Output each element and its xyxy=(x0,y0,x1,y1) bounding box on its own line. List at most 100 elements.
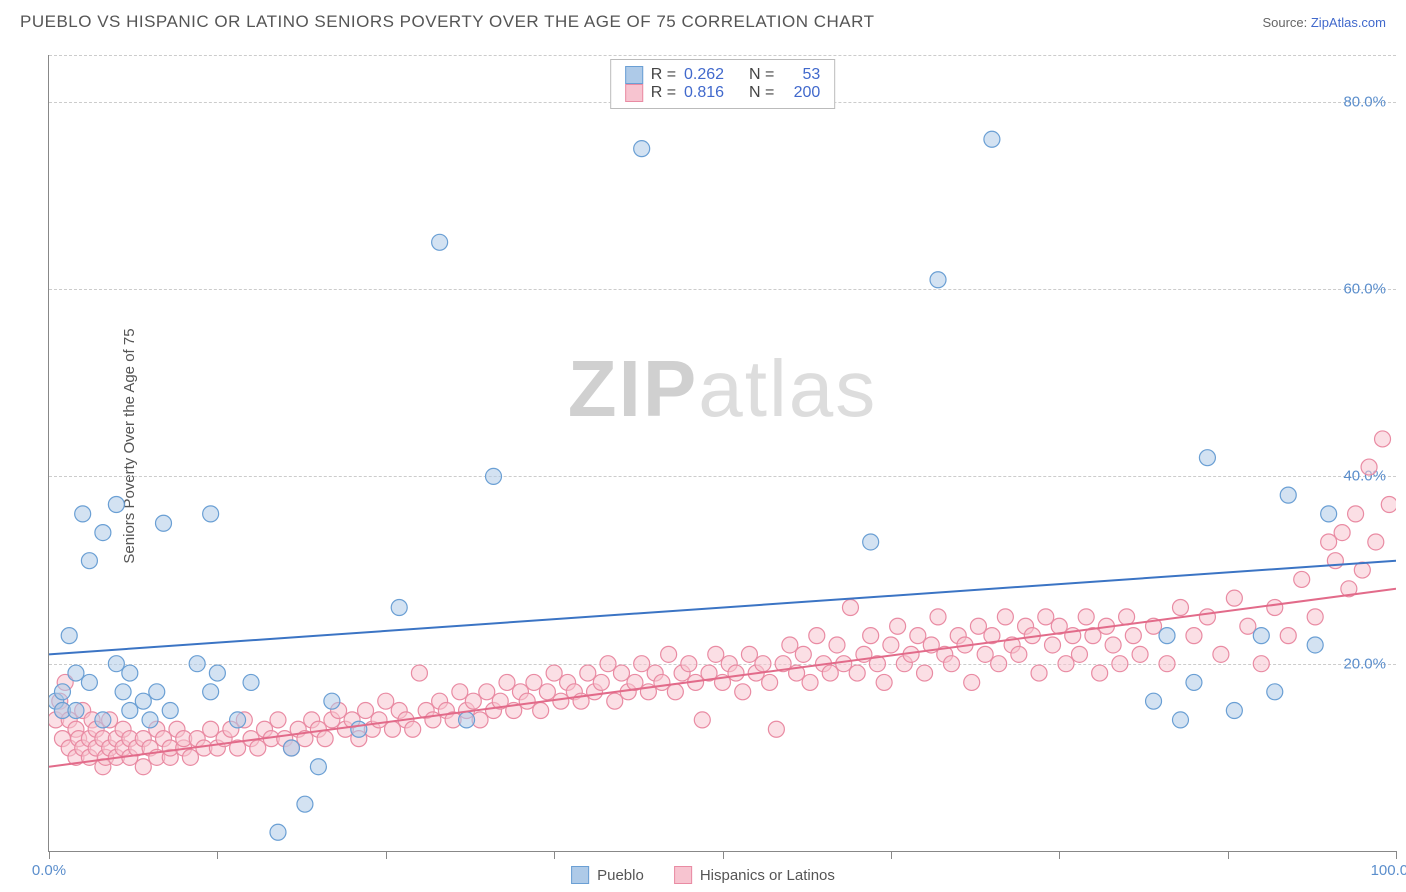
data-point xyxy=(283,740,299,756)
data-point xyxy=(600,656,616,672)
data-point xyxy=(768,721,784,737)
data-point xyxy=(95,712,111,728)
data-point xyxy=(391,600,407,616)
data-point xyxy=(54,684,70,700)
data-point xyxy=(317,731,333,747)
legend-row-pueblo: R = 0.262 N = 53 xyxy=(625,66,821,84)
source-link[interactable]: ZipAtlas.com xyxy=(1311,15,1386,30)
scatter-svg xyxy=(49,55,1396,851)
data-point xyxy=(1038,609,1054,625)
data-point xyxy=(883,637,899,653)
data-point xyxy=(270,712,286,728)
legend-item-pueblo: Pueblo xyxy=(571,866,644,884)
series-legend: Pueblo Hispanics or Latinos xyxy=(571,866,835,884)
data-point xyxy=(1146,693,1162,709)
data-point xyxy=(250,740,266,756)
data-point xyxy=(81,553,97,569)
data-point xyxy=(1125,628,1141,644)
legend-row-hispanic: R = 0.816 N = 200 xyxy=(625,84,821,102)
data-point xyxy=(762,674,778,690)
data-point xyxy=(378,693,394,709)
xtick xyxy=(217,851,218,859)
data-point xyxy=(1112,656,1128,672)
data-point xyxy=(1361,459,1377,475)
data-point xyxy=(405,721,421,737)
data-point xyxy=(849,665,865,681)
data-point xyxy=(1071,646,1087,662)
data-point xyxy=(1354,562,1370,578)
xtick xyxy=(891,851,892,859)
data-point xyxy=(371,712,387,728)
data-point xyxy=(1092,665,1108,681)
data-point xyxy=(122,703,138,719)
data-point xyxy=(1199,609,1215,625)
data-point xyxy=(836,656,852,672)
data-point xyxy=(108,497,124,513)
data-point xyxy=(519,693,535,709)
source-attribution: Source: ZipAtlas.com xyxy=(1262,15,1386,30)
data-point xyxy=(1240,618,1256,634)
data-point xyxy=(1381,497,1396,513)
data-point xyxy=(755,656,771,672)
data-point xyxy=(1186,628,1202,644)
xtick xyxy=(1396,851,1397,859)
data-point xyxy=(1321,534,1337,550)
data-point xyxy=(1172,712,1188,728)
swatch-hispanic-bottom xyxy=(674,866,692,884)
data-point xyxy=(728,665,744,681)
xtick-label: 0.0% xyxy=(32,862,66,879)
data-point xyxy=(782,637,798,653)
data-point xyxy=(459,712,475,728)
data-point xyxy=(486,468,502,484)
data-point xyxy=(1159,656,1175,672)
xtick-label: 100.0% xyxy=(1371,862,1406,879)
data-point xyxy=(203,721,219,737)
data-point xyxy=(135,759,151,775)
xtick xyxy=(554,851,555,859)
data-point xyxy=(708,646,724,662)
data-point xyxy=(1011,646,1027,662)
data-point xyxy=(1321,506,1337,522)
data-point xyxy=(964,674,980,690)
chart-plot-area: ZIPatlas R = 0.262 N = 53 R = 0.816 N = … xyxy=(48,55,1396,852)
correlation-legend: R = 0.262 N = 53 R = 0.816 N = 200 xyxy=(610,59,836,109)
data-point xyxy=(1132,646,1148,662)
data-point xyxy=(411,665,427,681)
data-point xyxy=(465,693,481,709)
data-point xyxy=(593,674,609,690)
data-point xyxy=(1186,674,1202,690)
data-point xyxy=(203,506,219,522)
data-point xyxy=(654,674,670,690)
data-point xyxy=(1199,450,1215,466)
data-point xyxy=(842,600,858,616)
swatch-hispanic xyxy=(625,84,643,102)
data-point xyxy=(61,628,77,644)
data-point xyxy=(910,628,926,644)
data-point xyxy=(991,656,1007,672)
data-point xyxy=(829,637,845,653)
data-point xyxy=(142,712,158,728)
data-point xyxy=(1267,600,1283,616)
data-point xyxy=(1078,609,1094,625)
xtick xyxy=(1059,851,1060,859)
data-point xyxy=(1172,600,1188,616)
data-point xyxy=(553,693,569,709)
data-point xyxy=(809,628,825,644)
legend-item-hispanic: Hispanics or Latinos xyxy=(674,866,835,884)
data-point xyxy=(230,712,246,728)
data-point xyxy=(1253,628,1269,644)
data-point xyxy=(162,703,178,719)
data-point xyxy=(970,618,986,634)
data-point xyxy=(977,646,993,662)
data-point xyxy=(115,684,131,700)
data-point xyxy=(634,141,650,157)
data-point xyxy=(1280,487,1296,503)
data-point xyxy=(351,721,367,737)
data-point xyxy=(209,665,225,681)
data-point xyxy=(580,665,596,681)
data-point xyxy=(1159,628,1175,644)
xtick xyxy=(723,851,724,859)
data-point xyxy=(135,693,151,709)
data-point xyxy=(943,656,959,672)
data-point xyxy=(182,749,198,765)
